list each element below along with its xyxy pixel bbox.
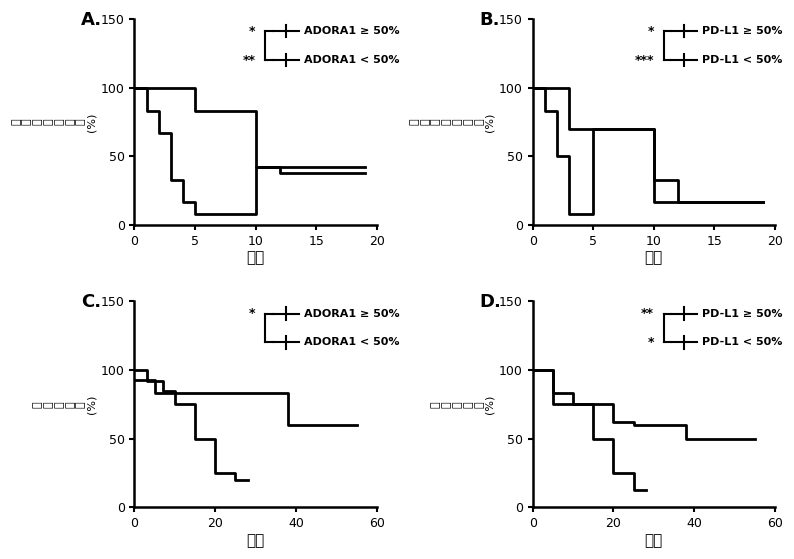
Text: *: * [249,25,256,38]
Y-axis label: 无
进
展
生
存
时
间
(%): 无 进 展 生 存 时 间 (%) [11,112,97,132]
Y-axis label: 无
进
展
生
存
时
间
(%): 无 进 展 生 存 时 间 (%) [409,112,495,132]
X-axis label: 月数: 月数 [645,533,663,548]
Text: ADORA1 ≥ 50%: ADORA1 ≥ 50% [304,26,399,36]
Text: D.: D. [480,293,501,311]
Text: PD-L1 < 50%: PD-L1 < 50% [702,55,783,65]
Text: ***: *** [634,54,653,67]
Text: PD-L1 < 50%: PD-L1 < 50% [702,338,783,348]
Text: B.: B. [480,11,500,29]
Text: ADORA1 ≥ 50%: ADORA1 ≥ 50% [304,309,399,319]
Text: ADORA1 < 50%: ADORA1 < 50% [304,55,399,65]
Y-axis label: 总
生
存
时
间
(%): 总 生 存 时 间 (%) [33,395,97,414]
Text: *: * [647,336,653,349]
Y-axis label: 总
生
存
时
间
(%): 总 生 存 时 间 (%) [431,395,495,414]
Text: C.: C. [81,293,102,311]
X-axis label: 月数: 月数 [246,250,264,266]
X-axis label: 月数: 月数 [645,250,663,266]
Text: *: * [647,25,653,38]
Text: PD-L1 ≥ 50%: PD-L1 ≥ 50% [702,26,783,36]
Text: **: ** [243,54,256,67]
X-axis label: 月数: 月数 [246,533,264,548]
Text: ADORA1 < 50%: ADORA1 < 50% [304,338,399,348]
Text: PD-L1 ≥ 50%: PD-L1 ≥ 50% [702,309,783,319]
Text: A.: A. [81,11,102,29]
Text: *: * [249,307,256,320]
Text: **: ** [641,307,653,320]
